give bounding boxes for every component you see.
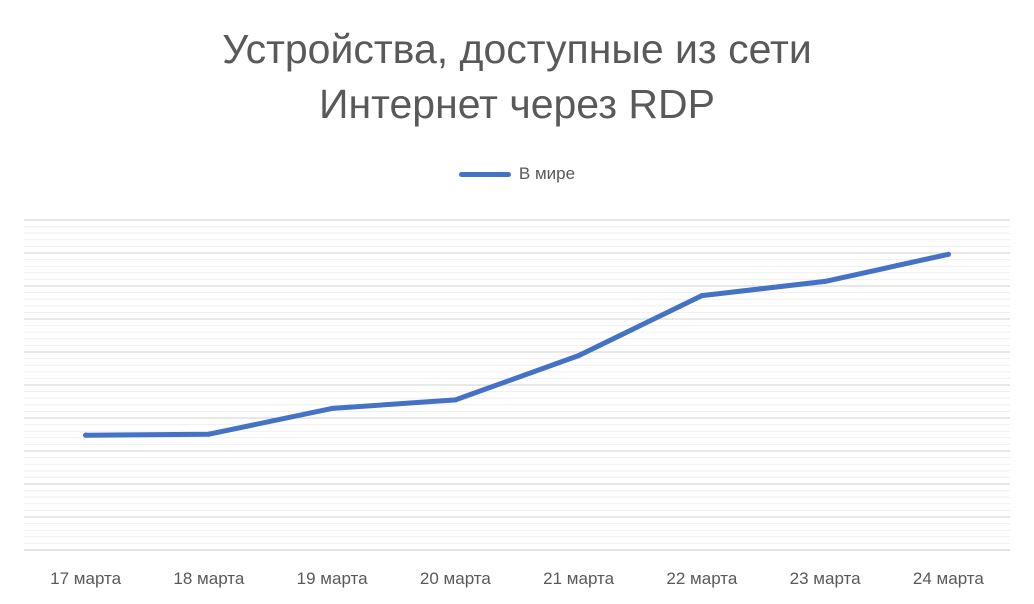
- legend-label: В мире: [518, 164, 576, 183]
- data-point: [206, 431, 212, 437]
- x-tick-label: 23 марта: [790, 569, 861, 588]
- x-tick-label: 19 марта: [297, 569, 368, 588]
- x-axis-ticks: 17 марта 18 марта 19 марта 20 марта 21 марта…: [50, 569, 984, 588]
- x-tick-label: 24 марта: [913, 569, 984, 588]
- data-point: [576, 353, 582, 359]
- legend: В мире: [0, 160, 1034, 188]
- data-point: [699, 293, 705, 299]
- x-tick-label: 20 марта: [420, 569, 491, 588]
- data-point: [822, 278, 828, 284]
- x-tick-label: 17 марта: [50, 569, 121, 588]
- data-point: [83, 432, 89, 438]
- chart-title-line-1: Устройства, доступные из сети: [222, 26, 812, 72]
- data-point: [329, 405, 335, 411]
- series-line: [83, 251, 951, 438]
- data-point: [452, 397, 458, 403]
- chart-title: Устройства, доступные из сети Интернет ч…: [0, 22, 1034, 132]
- x-tick-label: 22 марта: [666, 569, 737, 588]
- gridlines: [24, 219, 1010, 551]
- legend-swatch: [458, 171, 511, 177]
- chart-title-line-2: Интернет через RDP: [319, 81, 715, 127]
- x-tick-label: 18 марта: [173, 569, 244, 588]
- x-tick-label: 21 марта: [543, 569, 614, 588]
- data-point: [945, 251, 951, 257]
